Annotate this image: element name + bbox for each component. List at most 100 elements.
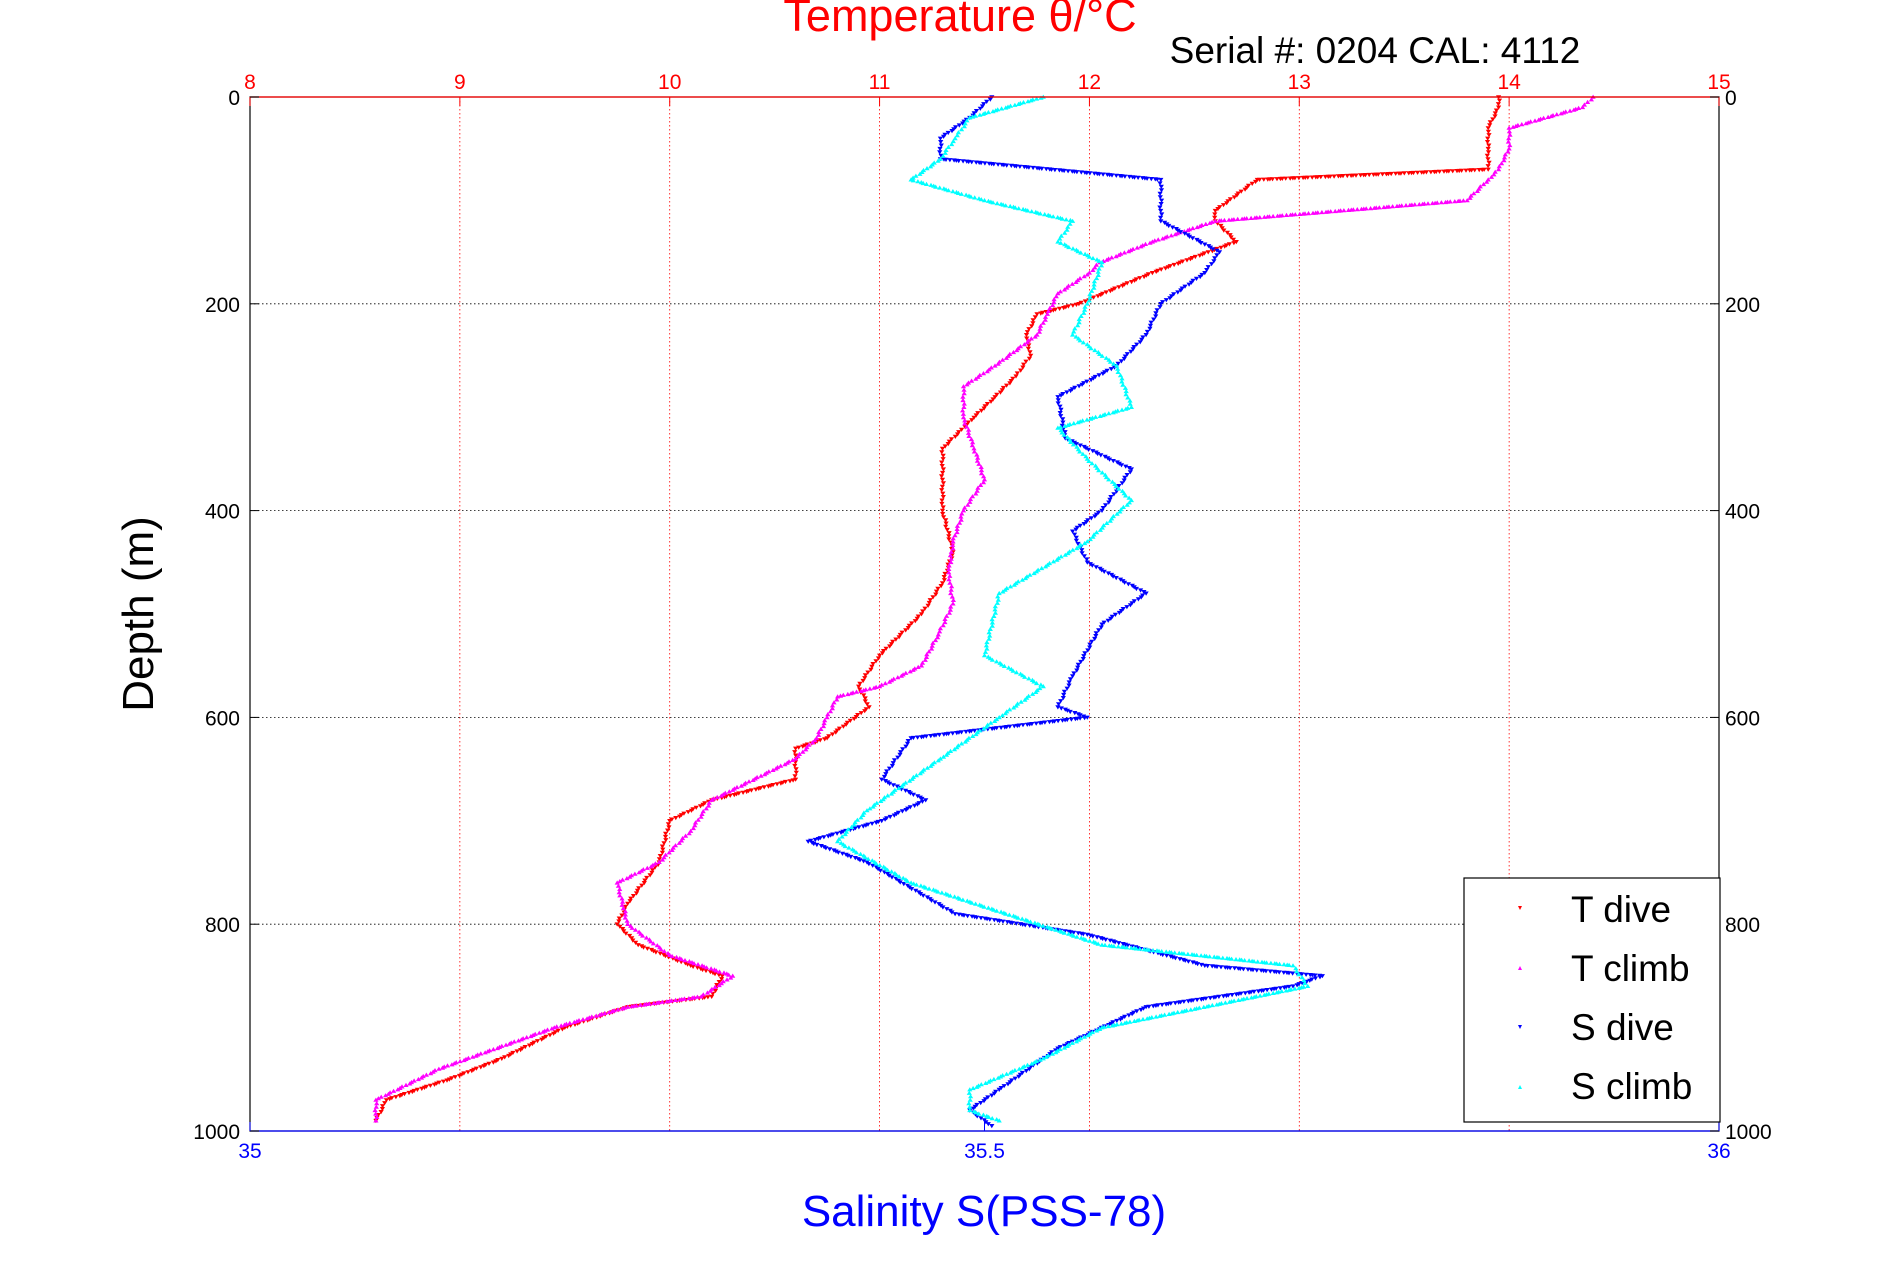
data-sample-marker <box>1027 350 1033 355</box>
data-sample-marker <box>1091 295 1097 300</box>
data-sample-marker <box>965 914 971 919</box>
left-axis-tick-label: 0 <box>228 87 240 110</box>
data-sample-marker <box>652 861 658 866</box>
data-sample-marker <box>1043 1054 1049 1059</box>
legend-item-s-climb: S climb <box>1518 1066 1692 1107</box>
data-sample-marker <box>1127 603 1133 608</box>
data-sample-marker <box>1025 346 1031 351</box>
data-sample-marker <box>1383 172 1389 177</box>
data-sample-marker <box>1429 200 1436 206</box>
data-sample-marker <box>1064 708 1070 713</box>
data-sample-marker <box>571 1019 577 1024</box>
data-sample-marker <box>1116 941 1122 946</box>
data-sample-marker <box>896 874 902 879</box>
data-sample-marker <box>651 1000 657 1006</box>
data-sample-marker <box>1286 987 1292 992</box>
data-sample-marker <box>1150 1004 1156 1009</box>
data-sample-marker <box>628 896 634 901</box>
data-point <box>1013 374 1019 379</box>
data-sample-marker <box>905 626 911 631</box>
data-sample-marker <box>967 499 973 504</box>
data-sample-marker <box>1084 379 1090 384</box>
data-sample-marker <box>1201 1004 1207 1009</box>
data-sample-marker <box>1344 173 1350 179</box>
data-sample-marker <box>910 792 916 797</box>
data-sample-marker <box>1485 150 1492 155</box>
data-sample-marker <box>946 531 952 536</box>
data-sample-marker <box>1123 388 1129 394</box>
data-sample-marker <box>1090 934 1096 939</box>
data-sample-marker <box>1485 157 1491 162</box>
top-axis-tick-label: 14 <box>1497 71 1521 94</box>
data-sample-marker <box>1242 958 1248 963</box>
data-sample-marker <box>657 951 663 956</box>
data-sample-marker <box>629 936 635 941</box>
data-point <box>967 1087 973 1092</box>
data-sample-marker <box>1026 1067 1032 1072</box>
data-sample-marker <box>997 390 1004 395</box>
data-sample-marker <box>1122 475 1128 480</box>
data-sample-marker <box>964 118 970 123</box>
data-sample-marker <box>642 878 648 883</box>
data-sample-marker <box>1003 105 1009 110</box>
data-sample-marker <box>1250 968 1256 973</box>
data-sample-marker <box>961 124 967 129</box>
data-sample-marker <box>1401 171 1407 176</box>
data-sample-marker <box>800 749 806 754</box>
data-sample-marker <box>852 856 858 861</box>
data-sample-marker <box>1058 407 1064 412</box>
data-sample-marker <box>1061 287 1068 292</box>
data-sample-marker <box>478 1051 484 1056</box>
data-sample-marker <box>954 529 960 535</box>
data-sample-marker <box>947 580 953 585</box>
data-sample-marker <box>1087 291 1093 297</box>
data-sample-marker <box>1101 569 1107 574</box>
data-sample-marker <box>878 798 884 803</box>
data-sample-marker <box>1474 188 1480 193</box>
data-sample-marker <box>1024 336 1030 341</box>
data-sample-marker <box>946 537 952 542</box>
data-sample-marker <box>630 894 637 899</box>
data-sample-marker <box>478 1065 484 1070</box>
data-sample-marker <box>1058 424 1064 429</box>
data-sample-marker <box>718 981 724 986</box>
data-sample-marker <box>933 184 939 189</box>
data-sample-marker <box>1007 584 1014 589</box>
data-sample-marker <box>1088 346 1094 351</box>
data-sample-marker <box>1221 228 1227 233</box>
data-sample-marker <box>1063 217 1069 222</box>
data-sample-marker <box>873 861 879 866</box>
data-sample-marker <box>1214 964 1220 970</box>
data-sample-marker <box>1137 946 1143 951</box>
data-sample-marker <box>514 1049 520 1054</box>
data-point <box>1290 963 1296 968</box>
data-sample-marker <box>431 1082 438 1087</box>
data-sample-marker <box>920 893 926 898</box>
data-sample-marker <box>1077 523 1083 528</box>
data-sample-marker <box>959 511 965 516</box>
data-sample-marker <box>1077 338 1083 343</box>
data-sample-marker <box>385 1091 391 1096</box>
data-sample-marker <box>793 753 799 758</box>
data-sample-marker <box>837 693 844 698</box>
data-sample-marker <box>962 121 968 126</box>
data-sample-marker <box>1058 414 1064 419</box>
data-point <box>937 136 943 141</box>
data-sample-marker <box>1233 957 1239 962</box>
data-sample-marker <box>1034 96 1040 101</box>
data-sample-marker <box>1300 175 1306 181</box>
data-sample-marker <box>1082 540 1088 546</box>
data-sample-marker <box>1336 208 1342 213</box>
data-sample-marker <box>939 501 945 507</box>
data-sample-marker <box>1267 969 1273 974</box>
data-sample-marker <box>960 159 966 164</box>
data-sample-marker <box>978 408 984 413</box>
data-sample-marker <box>619 902 625 907</box>
data-sample-marker <box>822 718 828 723</box>
data-sample-marker <box>1162 1012 1168 1017</box>
data-sample-marker <box>490 1060 496 1065</box>
data-sample-marker <box>1060 420 1066 425</box>
data-sample-marker <box>1108 367 1114 372</box>
data-sample-marker <box>1038 682 1044 687</box>
data-sample-marker <box>1265 177 1271 182</box>
